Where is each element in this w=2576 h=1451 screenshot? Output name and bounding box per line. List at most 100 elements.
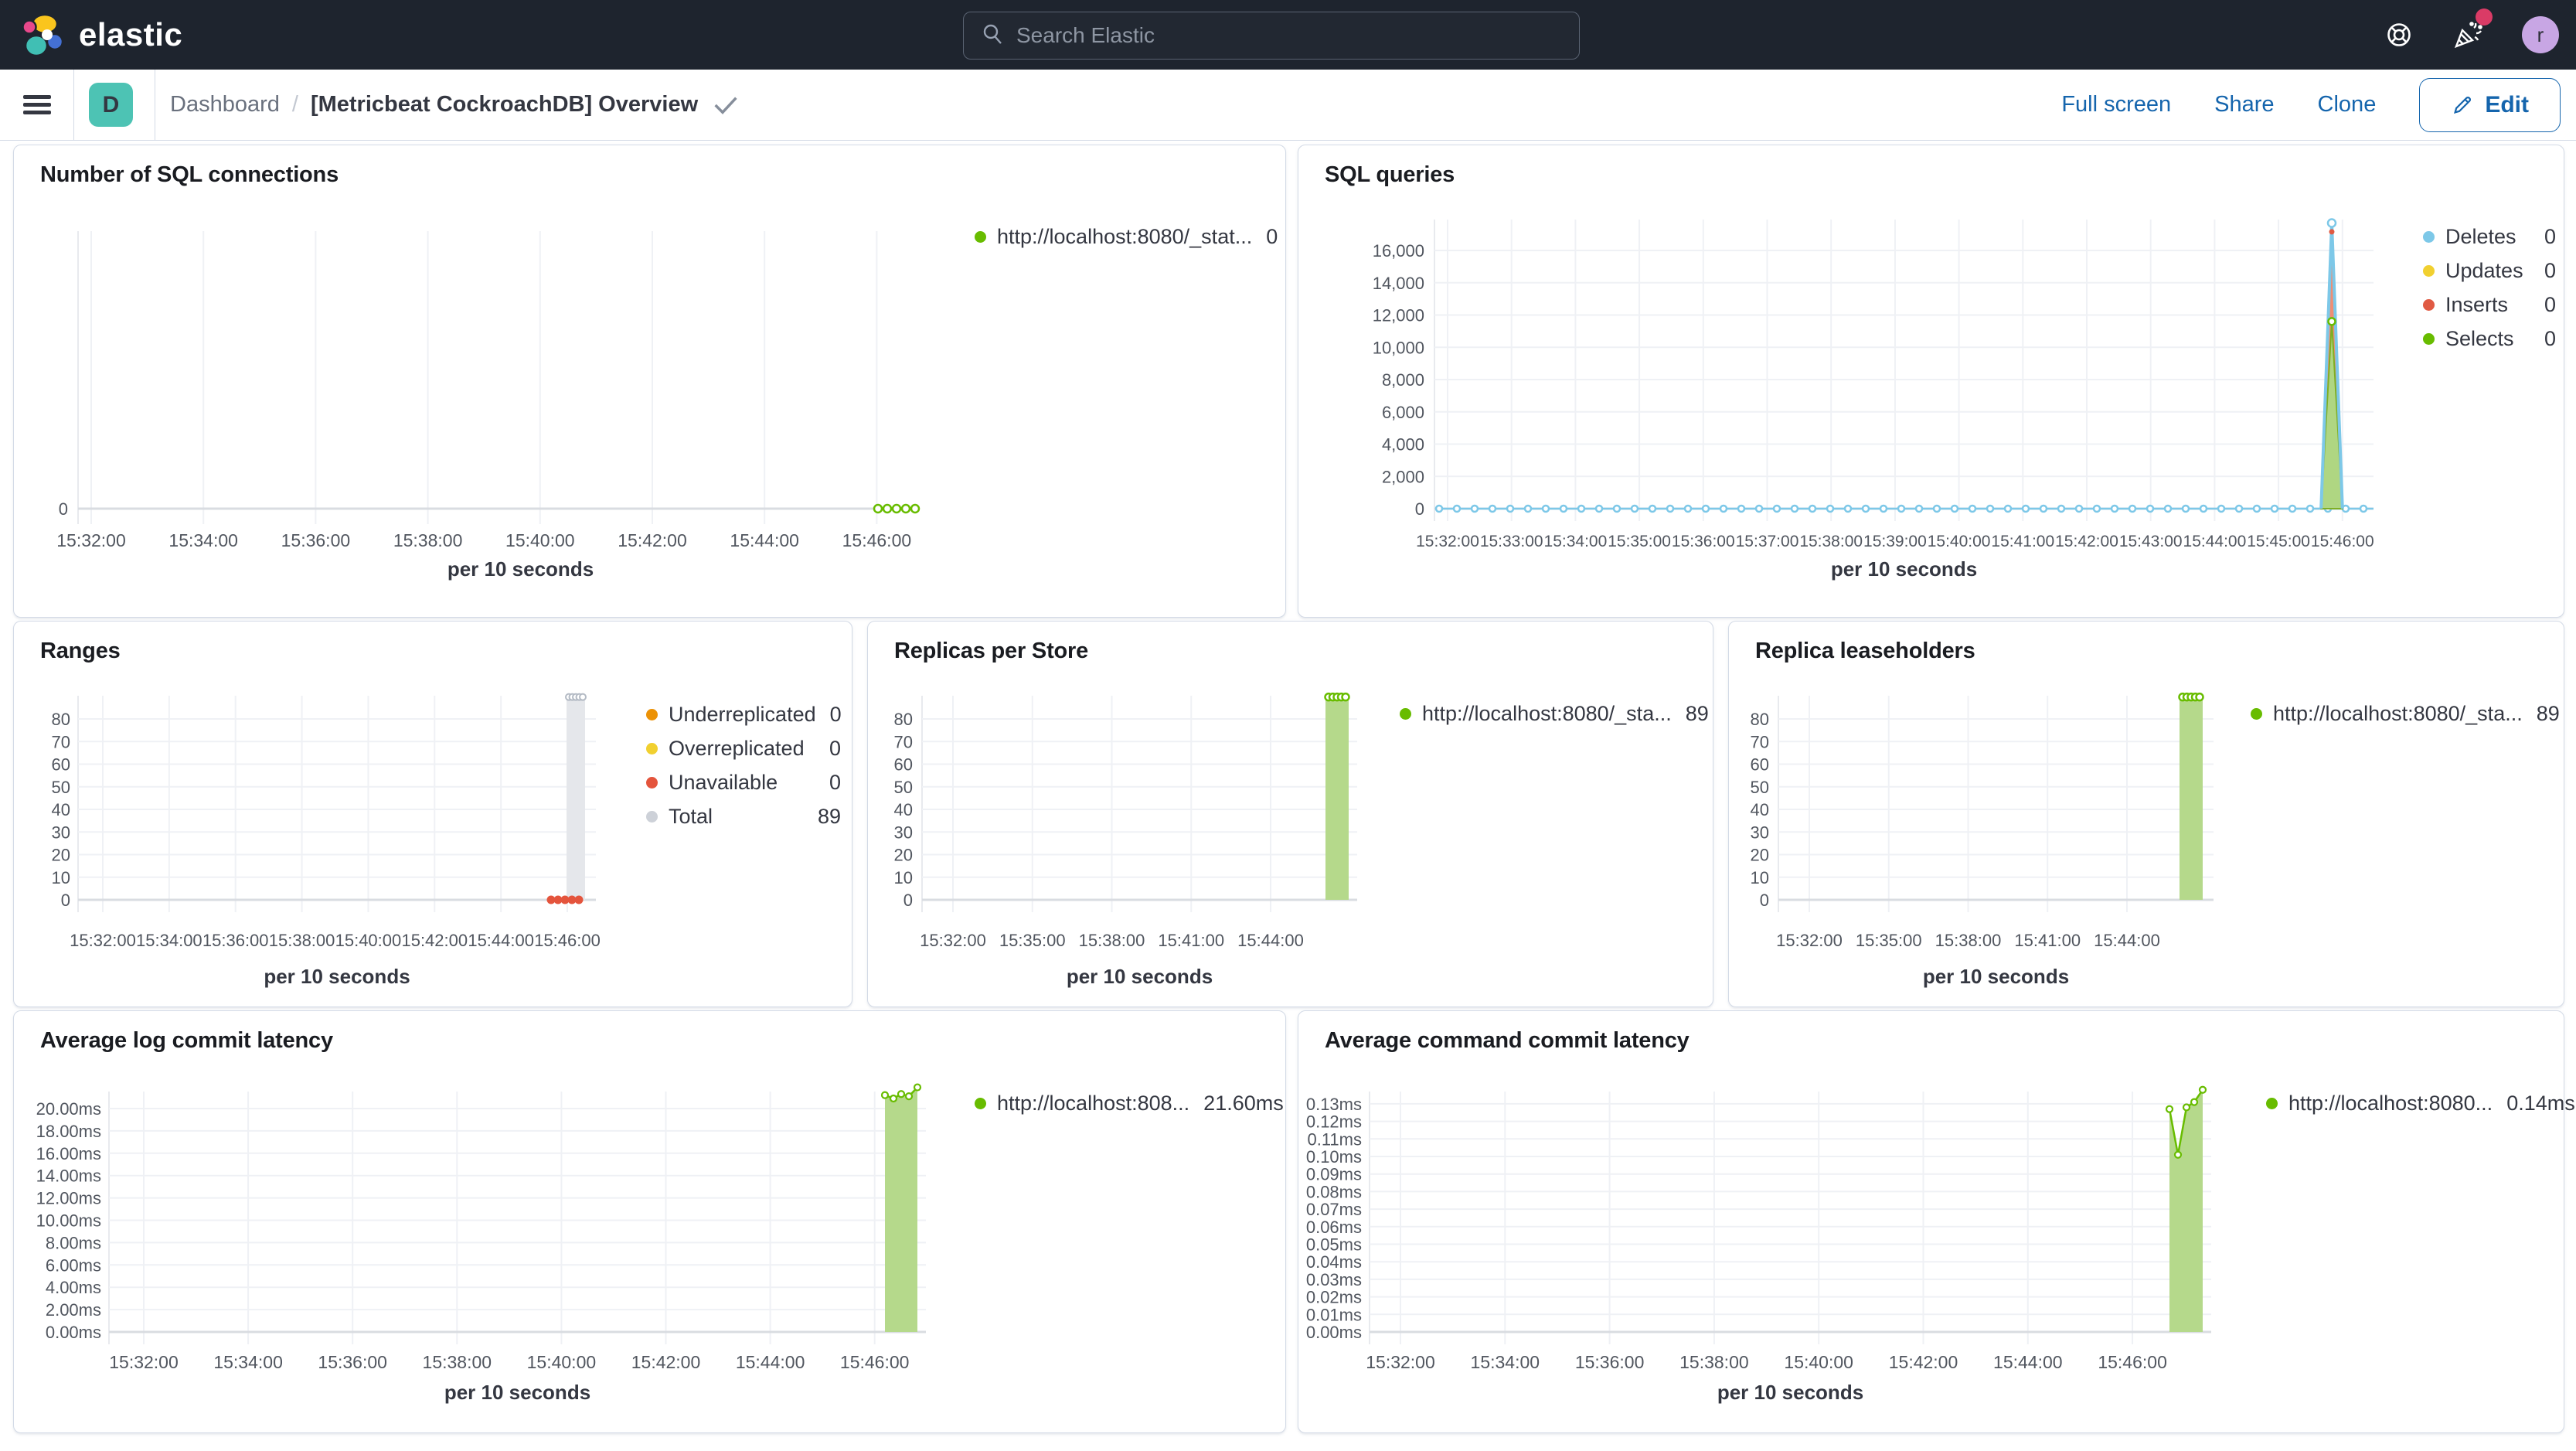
legend-item-deletes[interactable]: Deletes 0 <box>2423 224 2556 249</box>
svg-text:15:38:00: 15:38:00 <box>1079 931 1145 950</box>
legend-label: http://localhost:8080/_sta... <box>2273 701 2523 725</box>
chart-legend: Underreplicated 0 Overreplicated 0 Unavailab… <box>646 702 842 829</box>
ranges-chart: 15:32:00 15:34:00 15:36:00 15:38:00 15:40:00… <box>52 693 601 988</box>
svg-text:15:36:00: 15:36:00 <box>318 1352 387 1372</box>
svg-text:15:46:00: 15:46:00 <box>2311 533 2374 550</box>
panel-title: Ranges <box>40 639 121 663</box>
whats-new-button[interactable] <box>2451 9 2493 52</box>
svg-text:15:43:00: 15:43:00 <box>2119 533 2183 550</box>
chart-legend: http://localhost:8080/_sta... 89 <box>2251 701 2560 726</box>
legend-dot <box>975 230 986 243</box>
svg-text:15:40:00: 15:40:00 <box>1928 533 1991 550</box>
breadcrumb-dashboard-link[interactable]: Dashboard <box>170 92 280 117</box>
svg-text:15:32:00: 15:32:00 <box>1776 931 1843 950</box>
legend-item-http-localhost-8080-sta-[interactable]: http://localhost:8080/_sta... 89 <box>2251 701 2560 726</box>
full-screen-button[interactable]: Full screen <box>2061 92 2172 117</box>
chart-legend: Deletes 0 Updates 0 Inserts 0 Selects 0 <box>2423 224 2556 351</box>
svg-text:15:34:00: 15:34:00 <box>168 530 238 550</box>
global-header: elastic <box>0 0 2576 70</box>
svg-text:0.01ms: 0.01ms <box>1306 1305 1362 1324</box>
svg-text:2,000: 2,000 <box>1382 467 1424 486</box>
svg-text:14,000: 14,000 <box>1373 274 1424 293</box>
share-button[interactable]: Share <box>2214 92 2275 117</box>
panel-average-log-commit-latency: Average log commit latency 15:32:00 15:34… <box>13 1010 1286 1433</box>
panel-title: Replicas per Store <box>894 639 1089 663</box>
svg-text:60: 60 <box>1751 755 1769 775</box>
svg-text:15:39:00: 15:39:00 <box>1863 533 1927 550</box>
svg-text:30: 30 <box>1751 823 1769 842</box>
svg-text:15:34:00: 15:34:00 <box>1544 533 1608 550</box>
legend-value: 0 <box>2544 292 2556 316</box>
legend-item-updates[interactable]: Updates 0 <box>2423 258 2556 283</box>
nav-menu-button[interactable] <box>23 90 53 119</box>
legend-item-total[interactable]: Total 89 <box>646 804 841 829</box>
legend-label: Updates <box>2445 258 2523 282</box>
user-menu-button[interactable]: r <box>2522 16 2559 53</box>
svg-text:15:46:00: 15:46:00 <box>842 530 912 550</box>
legend-label: Underreplicated <box>669 702 816 726</box>
svg-text:60: 60 <box>52 755 70 775</box>
toolbar-actions: Full screen Share Clone Edit <box>2061 70 2561 140</box>
svg-text:15:46:00: 15:46:00 <box>534 931 601 950</box>
svg-text:50: 50 <box>1751 778 1769 797</box>
legend-label: Unavailable <box>669 770 778 794</box>
svg-text:16,000: 16,000 <box>1373 241 1424 261</box>
legend-value: 0.14ms <box>2506 1091 2575 1115</box>
svg-text:15:33:00: 15:33:00 <box>1480 533 1543 550</box>
legend-item-overreplicated[interactable]: Overreplicated 0 <box>646 736 841 761</box>
elastic-logo[interactable]: elastic <box>22 13 182 56</box>
notification-dot <box>2476 9 2493 26</box>
legend-value: 0 <box>2544 326 2556 350</box>
svg-text:15:44:00: 15:44:00 <box>730 530 799 550</box>
elastic-logo-icon <box>22 13 65 56</box>
svg-text:10: 10 <box>52 868 70 887</box>
chart-legend: http://localhost:8080/_sta... 89 <box>1400 701 1709 726</box>
svg-text:0.00ms: 0.00ms <box>1306 1323 1362 1342</box>
search-input[interactable] <box>1015 22 1579 49</box>
legend-dot <box>646 776 658 789</box>
svg-text:15:36:00: 15:36:00 <box>281 530 351 550</box>
replica-leaseholders-chart: 15:32:00 15:35:00 15:38:00 15:41:00 15:44:00… <box>1751 692 2214 988</box>
svg-text:15:38:00: 15:38:00 <box>393 530 463 550</box>
legend-dot <box>1400 707 1411 720</box>
legend-value: 0 <box>829 770 841 794</box>
legend-value: 89 <box>817 804 841 828</box>
space-avatar[interactable]: D <box>89 83 133 127</box>
svg-text:14.00ms: 14.00ms <box>36 1167 101 1186</box>
svg-text:15:34:00: 15:34:00 <box>136 931 202 950</box>
legend-item-http-localhost-808-[interactable]: http://localhost:808... 21.60ms <box>975 1091 1284 1115</box>
legend-item-http-localhost-8080-stat-[interactable]: http://localhost:8080/_stat... 0 <box>975 224 1278 249</box>
clone-button[interactable]: Clone <box>2317 92 2377 117</box>
legend-dot <box>646 810 658 823</box>
legend-item-http-localhost-8080-sta-[interactable]: http://localhost:8080/_sta... 89 <box>1400 701 1709 726</box>
edit-button[interactable]: Edit <box>2419 77 2561 132</box>
legend-item-inserts[interactable]: Inserts 0 <box>2423 292 2556 317</box>
svg-text:0: 0 <box>61 891 70 910</box>
svg-text:15:44:00: 15:44:00 <box>1993 1352 2063 1372</box>
svg-text:70: 70 <box>52 732 70 751</box>
check-icon <box>713 95 738 115</box>
svg-text:15:40:00: 15:40:00 <box>505 530 575 550</box>
help-button[interactable] <box>2384 20 2414 49</box>
panel-sql-queries: SQL queries 15:32:00 15:33:00 15:34:00 15:3… <box>1298 145 2564 618</box>
svg-text:15:36:00: 15:36:00 <box>1672 533 1735 550</box>
svg-text:15:38:00: 15:38:00 <box>1799 533 1863 550</box>
legend-item-unavailable[interactable]: Unavailable 0 <box>646 770 841 795</box>
svg-text:15:44:00: 15:44:00 <box>2094 931 2160 950</box>
svg-text:18.00ms: 18.00ms <box>36 1122 101 1141</box>
legend-label: http://localhost:8080/_stat... <box>997 224 1253 248</box>
svg-text:8.00ms: 8.00ms <box>46 1233 101 1252</box>
svg-text:15:42:00: 15:42:00 <box>618 530 687 550</box>
legend-label: Inserts <box>2445 292 2509 316</box>
svg-text:15:46:00: 15:46:00 <box>2098 1352 2167 1372</box>
svg-text:per 10 seconds: per 10 seconds <box>447 557 594 581</box>
panel-title: Replica leaseholders <box>1755 639 1975 663</box>
svg-text:80: 80 <box>52 710 70 729</box>
legend-item-http-localhost-8080-[interactable]: http://localhost:8080... 0.14ms <box>2266 1091 2575 1115</box>
legend-item-selects[interactable]: Selects 0 <box>2423 326 2556 351</box>
svg-text:15:32:00: 15:32:00 <box>56 530 126 550</box>
legend-item-underreplicated[interactable]: Underreplicated 0 <box>646 702 842 727</box>
svg-text:15:38:00: 15:38:00 <box>1679 1352 1749 1372</box>
global-search[interactable] <box>963 12 1580 60</box>
svg-text:16.00ms: 16.00ms <box>36 1144 101 1163</box>
